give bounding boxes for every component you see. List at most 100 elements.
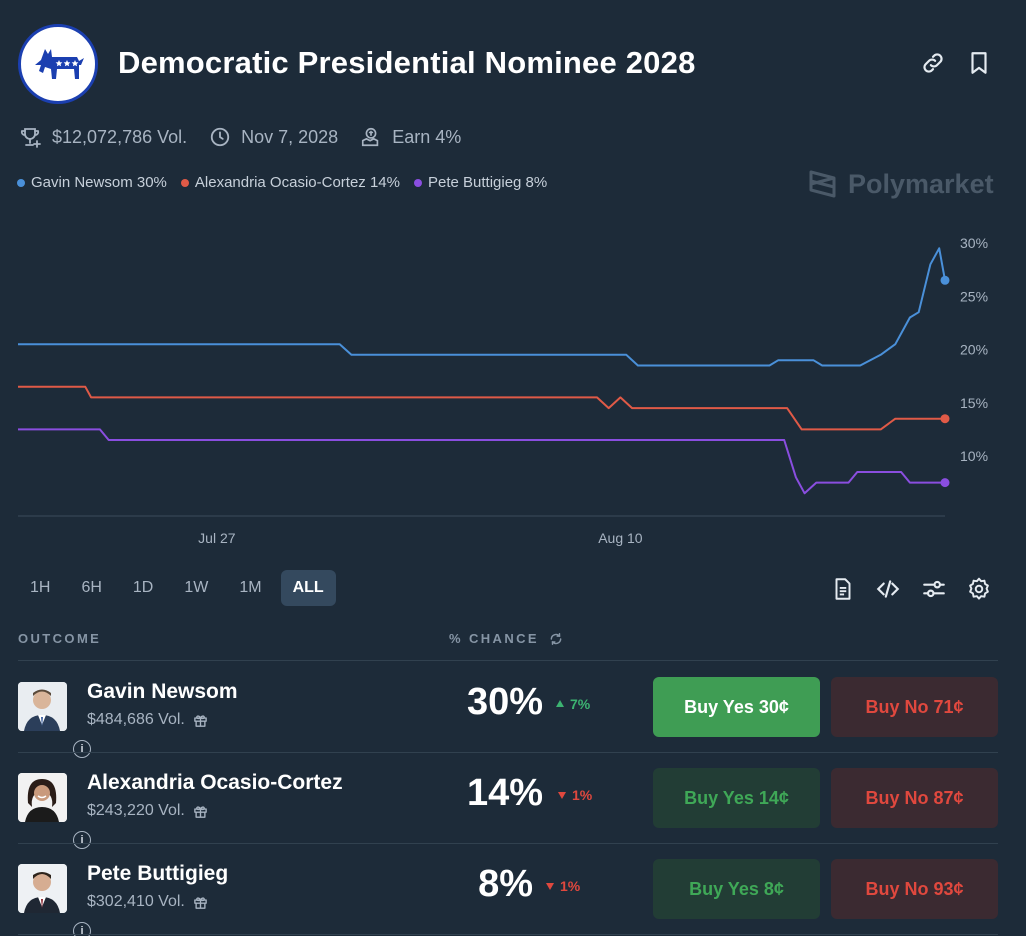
range-button-1m[interactable]: 1M (239, 579, 262, 596)
chart-legend: Gavin Newsom 30% Alexandria Ocasio-Corte… (17, 174, 561, 191)
avatar: i (18, 864, 91, 936)
table-divider (18, 660, 998, 661)
end-date-stat: Nov 7, 2028 (209, 126, 338, 148)
price-history-chart[interactable]: 30% 25% 20% 15% 10% Jul 27 Aug 10 (0, 220, 1026, 560)
buy-yes-button[interactable]: Buy Yes 14¢ (653, 768, 820, 828)
market-title: Democratic Presidential Nominee 2028 (118, 45, 696, 80)
volume-text: $302,410 Vol. (87, 893, 185, 910)
outcome-chance: 14% (466, 772, 543, 814)
x-tick-label: Aug 10 (598, 530, 643, 546)
legend-label: Gavin Newsom 30% (31, 174, 167, 191)
triangle-down-icon (546, 883, 554, 890)
volume-text: $243,220 Vol. (87, 802, 185, 819)
series-end-point (940, 275, 950, 285)
legend-item-newsom: Gavin Newsom 30% (17, 174, 167, 191)
outcome-column-header: OUTCOME (18, 631, 102, 646)
info-icon[interactable]: i (73, 831, 91, 849)
buy-yes-button[interactable]: Buy Yes 8¢ (653, 859, 820, 919)
volume-text: $484,686 Vol. (87, 711, 185, 728)
chance-change-value: 1% (560, 878, 581, 894)
avatar: i (18, 773, 91, 849)
sliders-icon[interactable] (921, 576, 947, 602)
range-button-1h[interactable]: 1H (30, 579, 51, 596)
gift-icon (194, 896, 207, 909)
legend-item-buttigieg: Pete Buttigieg 8% (413, 174, 548, 191)
outcome-chance: 8% (478, 863, 533, 905)
x-axis-ticks: Jul 27 Aug 10 (198, 530, 643, 546)
chance-change: 1% (557, 787, 592, 803)
chart-series (18, 247, 950, 495)
polymarket-logo-icon (809, 170, 836, 198)
embed-code-icon[interactable] (875, 576, 901, 602)
buy-no-button[interactable]: Buy No 93¢ (831, 859, 998, 919)
time-range-selector: 1H 6H 1D 1W 1M ALL (18, 570, 343, 606)
chance-change: 7% (555, 696, 590, 712)
info-icon[interactable]: i (73, 740, 91, 758)
chance-change: 1% (545, 878, 580, 894)
series-end-point (940, 414, 950, 424)
chance-change-value: 1% (572, 787, 593, 803)
outcome-row-ocasio-cortez[interactable]: i Alexandria Ocasio-Cortez $243,220 Vol.… (0, 752, 1026, 849)
outcome-name[interactable]: Gavin Newsom (87, 680, 238, 703)
range-button-6h[interactable]: 6H (81, 579, 102, 596)
range-button-1w[interactable]: 1W (184, 579, 209, 596)
trophy-icon (20, 128, 41, 148)
x-tick-label: Jul 27 (198, 530, 236, 546)
end-date: Nov 7, 2028 (241, 126, 339, 147)
total-volume: $12,072,786 Vol. (52, 126, 188, 147)
legend-label: Alexandria Ocasio-Cortez 14% (194, 174, 400, 191)
chance-header-label: % CHANCE (449, 631, 539, 646)
legend-label: Pete Buttigieg 8% (427, 174, 548, 191)
document-icon[interactable] (830, 576, 856, 602)
triangle-down-icon (558, 792, 566, 799)
outcome-chance: 30% (466, 681, 543, 723)
legend-dot (17, 178, 25, 187)
copy-link-icon[interactable] (920, 50, 946, 76)
gift-icon (194, 805, 207, 818)
series-line-0 (18, 247, 946, 367)
outcome-volume: $243,220 Vol. (87, 802, 208, 820)
table-divider (18, 843, 998, 844)
volume-stat: $12,072,786 Vol. (18, 125, 187, 149)
outcome-name[interactable]: Alexandria Ocasio-Cortez (87, 771, 343, 794)
refresh-icon[interactable] (549, 632, 563, 646)
y-tick-label: 10% (960, 448, 988, 464)
settings-gear-icon[interactable] (966, 576, 992, 602)
outcome-row-buttigieg[interactable]: i Pete Buttigieg $302,410 Vol. 8% 1% Buy… (0, 843, 1026, 936)
outcome-volume: $302,410 Vol. (87, 893, 208, 911)
buy-no-button[interactable]: Buy No 71¢ (831, 677, 998, 737)
y-tick-label: 20% (960, 342, 988, 358)
polymarket-watermark: Polymarket (808, 168, 994, 200)
bookmark-icon[interactable] (966, 50, 992, 76)
legend-dot (180, 178, 189, 187)
info-icon[interactable]: i (73, 922, 91, 936)
y-tick-label: 15% (960, 395, 988, 411)
market-meta: $12,072,786 Vol. Nov 7, 2028 Earn 4% (18, 122, 483, 152)
table-divider (18, 934, 998, 935)
chance-change-value: 7% (570, 696, 591, 712)
series-line-1 (18, 385, 945, 431)
triangle-up-icon (556, 700, 564, 707)
range-button-all[interactable]: ALL (280, 570, 336, 606)
clock-icon (210, 127, 230, 147)
outcome-row-newsom[interactable]: i Gavin Newsom $484,686 Vol. 30% 7% Buy … (0, 661, 1026, 758)
series-line-2 (18, 428, 945, 495)
outcome-name[interactable]: Pete Buttigieg (87, 862, 229, 885)
buy-yes-button[interactable]: Buy Yes 30¢ (653, 677, 820, 737)
table-divider (18, 752, 998, 753)
y-tick-label: 25% (960, 288, 988, 304)
legend-dot (413, 178, 422, 187)
earn-rate: Earn 4% (392, 126, 462, 147)
market-header: Democratic Presidential Nominee 2028 (18, 24, 1008, 104)
earn-stat[interactable]: Earn 4% (360, 126, 461, 148)
range-button-1d[interactable]: 1D (132, 579, 154, 596)
legend-item-aoc: Alexandria Ocasio-Cortez 14% (180, 174, 400, 191)
outcome-volume: $484,686 Vol. (87, 711, 208, 729)
earn-coin-icon (362, 127, 379, 147)
y-tick-label: 30% (960, 235, 988, 251)
watermark-text: Polymarket (848, 168, 994, 199)
buy-no-button[interactable]: Buy No 87¢ (831, 768, 998, 828)
gift-icon (194, 714, 207, 727)
series-end-point (940, 478, 950, 488)
y-axis-ticks: 30% 25% 20% 15% 10% (960, 235, 988, 464)
